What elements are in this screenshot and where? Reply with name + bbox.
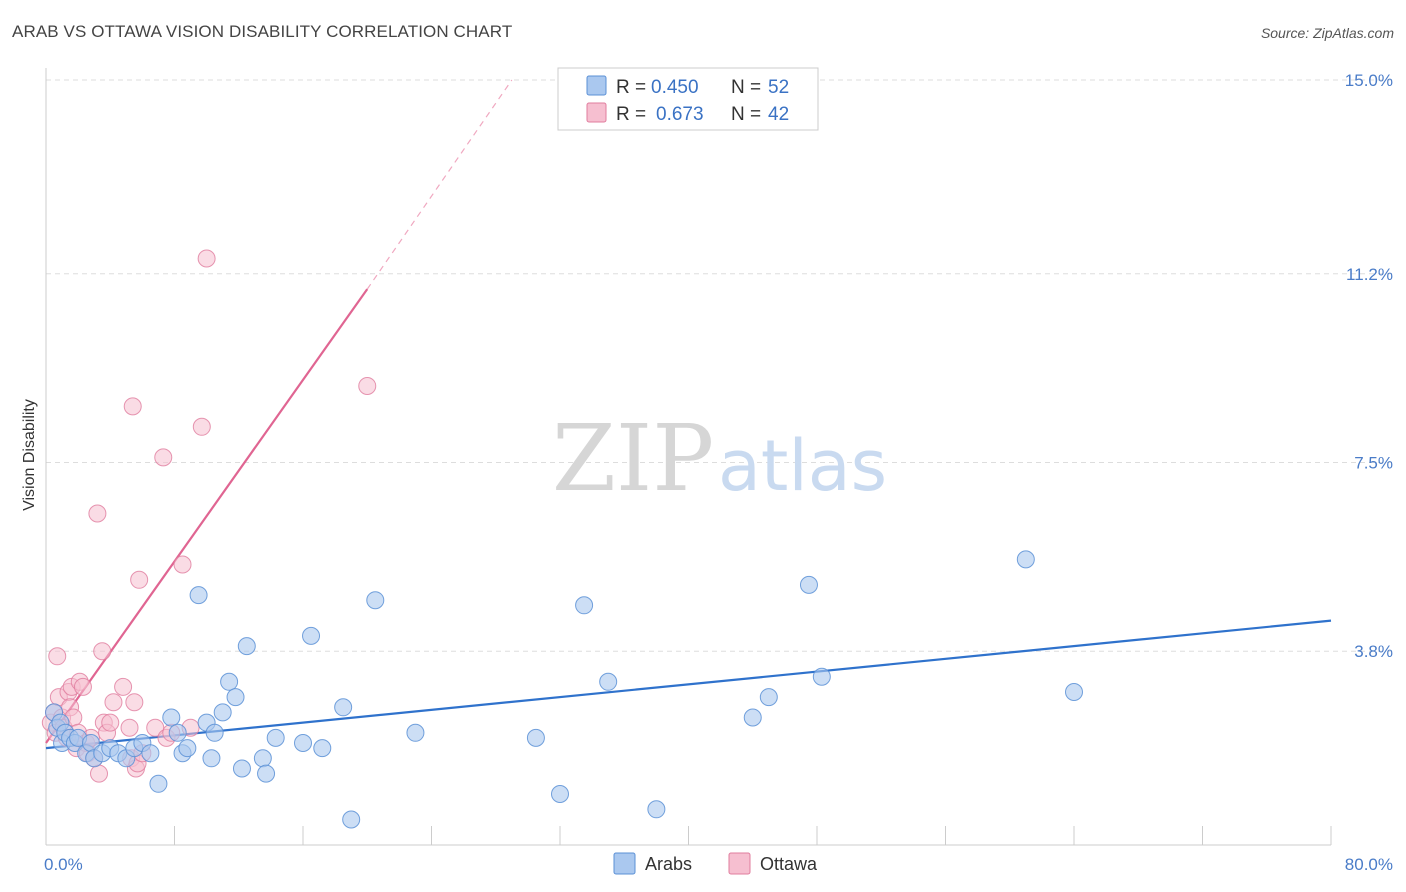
legend-swatch-arabs [586,75,607,96]
legend-n-label-ottawa: N = [731,104,761,125]
point-arabs [226,688,245,707]
bottom-legend-label-arabs: Arabs [645,854,692,874]
point-arabs [253,749,272,768]
point-ottawa [197,249,216,268]
point-arabs [551,785,569,803]
point-arabs [313,739,332,758]
y-tick-label: 3.8% [1354,642,1393,661]
point-arabs [205,723,224,742]
point-ottawa [88,504,107,523]
legend-r-value-ottawa: 0.673 [656,104,704,125]
point-arabs [213,703,232,722]
point-arabs [599,672,618,691]
legend-swatch-ottawa [586,102,607,123]
point-arabs [266,728,285,747]
watermark: ZIP atlas [552,405,887,512]
gridlines [46,79,1396,652]
point-ottawa [130,570,149,589]
point-arabs [334,698,353,717]
point-ottawa [114,677,133,696]
watermark-atlas: atlas [718,425,887,507]
point-arabs [342,810,361,829]
point-ottawa [358,377,377,395]
point-ottawa [73,677,92,696]
point-ottawa [101,713,120,732]
point-ottawa [192,417,211,436]
bottom-legend-swatch-arabs [613,852,636,875]
point-arabs [406,723,425,742]
point-arabs [141,744,160,763]
legend-n-value-ottawa: 42 [768,104,789,125]
point-arabs [1065,683,1083,701]
legend-r-label-ottawa: R = [616,104,646,125]
point-arabs [1016,550,1035,569]
point-arabs [257,764,276,783]
trend-line-ottawa [45,288,369,744]
y-tick-label: 15.0% [1345,71,1393,90]
point-ottawa [146,718,165,737]
point-arabs [232,759,251,778]
point-ottawa [154,448,173,467]
legend-n-label-arabs: N = [731,77,761,98]
y-tick-label: 7.5% [1354,454,1393,473]
trend-lines [45,79,1332,750]
point-arabs [759,688,778,707]
point-ottawa [123,397,142,416]
point-ottawa [173,555,192,574]
y-axis-label: Vision Disability [21,399,38,511]
bottom-legend: Arabs Ottawa [613,852,818,875]
point-arabs [366,591,385,610]
x-tick-label: 0.0% [44,855,83,874]
point-ottawa [48,647,67,666]
trend-line-arabs [45,619,1332,750]
point-arabs [812,667,831,686]
point-arabs [189,586,208,605]
y-tick-labels: 3.8% 7.5% 11.2% 15.0% [1345,71,1393,661]
point-arabs [647,800,666,819]
point-arabs [294,734,312,752]
point-ottawa [93,642,112,661]
point-arabs [162,708,181,727]
point-arabs [178,739,197,758]
point-arabs [526,728,545,747]
watermark-zip: ZIP [552,405,714,512]
point-ottawa [90,764,109,783]
point-ottawa [125,693,144,712]
point-arabs [302,626,321,645]
point-arabs [168,723,187,742]
bottom-legend-swatch-ottawa [728,852,751,875]
axes [45,68,1332,846]
legend: R = 0.450 N = 52 R = 0.673 N = 42 [557,67,819,131]
bottom-legend-label-ottawa: Ottawa [760,854,818,874]
legend-r-value-arabs: 0.450 [651,77,699,98]
x-tick-labels: 0.0% 80.0% [44,855,1393,874]
source-label: Source: ZipAtlas.com [1260,25,1394,41]
point-ottawa [104,693,123,712]
data-points [41,249,1083,829]
legend-n-value-arabs: 52 [768,77,789,98]
trend-line-ottawa-extension [366,79,513,290]
point-arabs [799,575,818,594]
y-tick-label: 11.2% [1346,265,1393,284]
legend-r-label-arabs: R = [616,77,646,98]
point-arabs [220,672,239,691]
point-arabs [575,596,594,615]
x-tick-label: 80.0% [1345,855,1393,874]
point-arabs [237,637,256,656]
point-arabs [202,749,221,768]
chart-title: ARAB VS OTTAWA VISION DISABILITY CORRELA… [12,22,513,41]
point-ottawa [120,718,139,737]
point-arabs [149,774,168,793]
point-arabs [743,708,762,727]
